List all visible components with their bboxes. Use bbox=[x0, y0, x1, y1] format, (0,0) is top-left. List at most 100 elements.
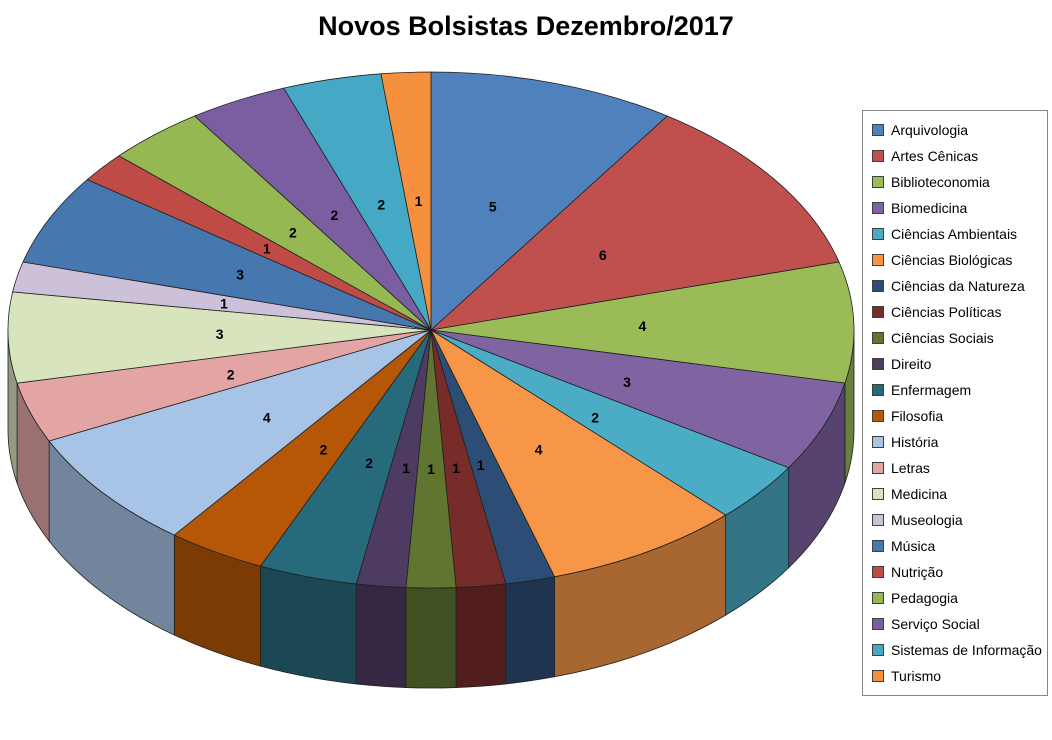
legend-swatch bbox=[872, 254, 884, 266]
slice-value-label: 2 bbox=[227, 367, 235, 383]
legend-item: Turismo bbox=[863, 663, 1047, 689]
pie-slice bbox=[7, 291, 432, 384]
legend-swatch bbox=[872, 592, 884, 604]
legend-label: Sistemas de Informação bbox=[891, 642, 1042, 658]
legend-item: Ciências Políticas bbox=[863, 299, 1047, 325]
slice-value-label: 2 bbox=[365, 455, 373, 471]
pie-slice bbox=[430, 329, 846, 469]
legend-swatch bbox=[872, 384, 884, 396]
pie-slice bbox=[22, 179, 432, 331]
slice-value-label: 2 bbox=[377, 197, 385, 213]
legend-label: Turismo bbox=[891, 668, 942, 684]
legend-swatch bbox=[872, 618, 884, 630]
legend-label: Filosofia bbox=[891, 408, 944, 424]
legend-label: Ciências Ambientais bbox=[891, 226, 1018, 242]
slice-value-label: 1 bbox=[452, 460, 460, 476]
slice-value-label: 1 bbox=[477, 457, 485, 473]
legend-swatch bbox=[872, 566, 884, 578]
legend-item: Serviço Social bbox=[863, 611, 1047, 637]
legend-label: Medicina bbox=[891, 486, 948, 502]
legend-item: Ciências Biológicas bbox=[863, 247, 1047, 273]
chart-title: Novos Bolsistas Dezembro/2017 bbox=[318, 11, 734, 41]
legend-label: Artes Cênicas bbox=[891, 148, 979, 164]
pie-slice bbox=[430, 328, 727, 578]
pie-slice bbox=[429, 115, 840, 331]
legend-label: Serviço Social bbox=[891, 616, 980, 632]
legend-label: Nutrição bbox=[891, 564, 944, 580]
slice-value-label: 2 bbox=[289, 224, 297, 240]
legend-label: Letras bbox=[891, 460, 930, 476]
legend-label: Pedagogia bbox=[891, 590, 958, 606]
legend-item: Artes Cênicas bbox=[863, 143, 1047, 169]
legend-item: Nutrição bbox=[863, 559, 1047, 585]
pie-slice bbox=[380, 71, 432, 331]
pie-slice bbox=[430, 261, 855, 384]
legend-swatch bbox=[872, 436, 884, 448]
legend-swatch bbox=[872, 462, 884, 474]
pie-slice-side bbox=[260, 565, 357, 685]
slice-value-label: 2 bbox=[320, 442, 328, 458]
legend-label: Ciências da Natureza bbox=[891, 278, 1025, 294]
slice-value-label: 2 bbox=[331, 207, 339, 223]
legend-item: Biomedicina bbox=[863, 195, 1047, 221]
slice-value-label: 4 bbox=[535, 442, 543, 458]
legend-item: Letras bbox=[863, 455, 1047, 481]
legend-swatch bbox=[872, 644, 884, 656]
legend-label: Música bbox=[891, 538, 936, 554]
legend-label: Ciências Sociais bbox=[891, 330, 994, 346]
slice-value-label: 6 bbox=[599, 247, 607, 263]
legend-label: Ciências Políticas bbox=[891, 304, 1002, 320]
slice-value-label: 1 bbox=[427, 461, 435, 477]
legend-swatch bbox=[872, 150, 884, 162]
legend-item: Medicina bbox=[863, 481, 1047, 507]
legend-swatch bbox=[872, 488, 884, 500]
legend-item: Sistemas de Informação bbox=[863, 637, 1047, 663]
pie-slice-side bbox=[355, 583, 407, 688]
pie-slice bbox=[430, 71, 669, 331]
legend-label: Ciências Biológicas bbox=[891, 252, 1013, 268]
legend-item: Arquivologia bbox=[863, 117, 1047, 143]
pie-slice-side bbox=[455, 583, 507, 688]
slice-value-label: 4 bbox=[263, 410, 271, 426]
legend-item: História bbox=[863, 429, 1047, 455]
legend-item: Ciências Ambientais bbox=[863, 221, 1047, 247]
slice-value-label: 4 bbox=[639, 318, 647, 334]
pie-slice-side bbox=[405, 587, 457, 689]
slice-value-label: 1 bbox=[263, 241, 271, 257]
legend-swatch bbox=[872, 306, 884, 318]
legend-swatch bbox=[872, 514, 884, 526]
legend-label: Biomedicina bbox=[891, 200, 968, 216]
legend-label: Direito bbox=[891, 356, 932, 372]
legend-swatch bbox=[872, 410, 884, 422]
legend-label: Biblioteconomia bbox=[891, 174, 990, 190]
legend-label: Museologia bbox=[891, 512, 963, 528]
pie-slice-side bbox=[505, 576, 555, 685]
legend-swatch bbox=[872, 358, 884, 370]
legend-item: Museologia bbox=[863, 507, 1047, 533]
slice-value-label: 1 bbox=[220, 295, 228, 311]
slice-value-label: 1 bbox=[402, 460, 410, 476]
legend-item: Direito bbox=[863, 351, 1047, 377]
legend: Arquivologia Artes Cênicas Biblioteconomia… bbox=[862, 110, 1048, 696]
legend-item: Filosofia bbox=[863, 403, 1047, 429]
legend-swatch bbox=[872, 202, 884, 214]
legend-label: História bbox=[891, 434, 939, 450]
legend-swatch bbox=[872, 176, 884, 188]
legend-label: Arquivologia bbox=[891, 122, 969, 138]
slice-value-label: 3 bbox=[216, 326, 224, 342]
legend-item: Pedagogia bbox=[863, 585, 1047, 611]
legend-swatch bbox=[872, 124, 884, 136]
legend-label: Enfermagem bbox=[891, 382, 972, 398]
legend-swatch bbox=[872, 280, 884, 292]
legend-item: Biblioteconomia bbox=[863, 169, 1047, 195]
legend-swatch bbox=[872, 540, 884, 552]
legend-item: Ciências da Natureza bbox=[863, 273, 1047, 299]
legend-item: Ciências Sociais bbox=[863, 325, 1047, 351]
slice-value-label: 3 bbox=[623, 374, 631, 390]
legend-swatch bbox=[872, 332, 884, 344]
slice-value-label: 3 bbox=[236, 267, 244, 283]
slice-value-label: 1 bbox=[415, 193, 423, 209]
pie-slice bbox=[48, 329, 432, 536]
